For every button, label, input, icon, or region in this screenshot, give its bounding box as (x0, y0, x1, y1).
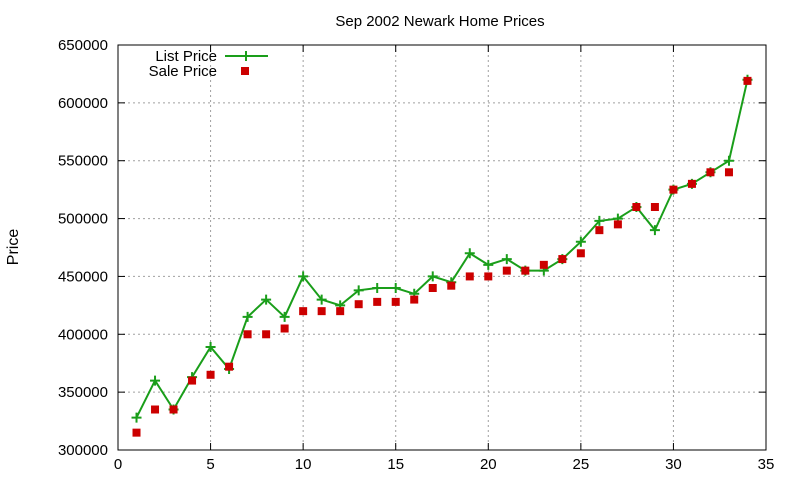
legend-marker-sale-price (241, 67, 249, 75)
list-price-point (353, 285, 364, 296)
series-line-list-price (135, 79, 749, 419)
x-tick-label: 30 (665, 456, 682, 473)
list-price-point (131, 412, 142, 423)
sale-price-point (188, 376, 197, 385)
sale-price-point (428, 284, 437, 292)
list-price-point (649, 225, 660, 236)
sale-price-point (595, 226, 604, 235)
sale-price-point (206, 370, 215, 379)
x-tick-label: 0 (114, 456, 122, 473)
sale-price-point (613, 220, 622, 229)
sale-price-point (299, 307, 308, 316)
list-price-point (723, 155, 734, 166)
list-price-point (427, 271, 438, 282)
plot-frame (117, 44, 767, 451)
list-price-point (205, 342, 216, 353)
list-price-point (242, 311, 253, 322)
series-sale-price (132, 76, 752, 437)
list-price-point (575, 236, 586, 247)
list-price-point (501, 254, 512, 265)
sale-price-point (317, 307, 326, 316)
sale-price-point (724, 168, 733, 177)
sale-price-point (576, 249, 585, 258)
x-tick-label: 25 (573, 456, 590, 473)
x-tick-label: 10 (295, 456, 312, 473)
sale-price-point (151, 405, 160, 414)
axis-ticks: 0 5 10 15 20 25 30 35 300000 350000 400000 450000 50… (58, 37, 774, 473)
series-list-price (131, 74, 753, 423)
list-price-point (316, 294, 327, 305)
sale-price-point (669, 185, 678, 194)
legend-label-sale-price: Sale Price (149, 63, 217, 80)
series-layer (131, 74, 753, 437)
legend-marker-list-price (241, 51, 251, 61)
sale-price-point (632, 203, 641, 211)
sale-price-point (521, 266, 530, 275)
sale-price-point (373, 297, 382, 306)
sale-price-point (502, 266, 511, 275)
list-price-point (298, 271, 309, 282)
y-tick-label: 650000 (58, 37, 108, 54)
list-price-point (261, 294, 272, 305)
y-tick-label: 550000 (58, 153, 108, 170)
x-tick-label: 20 (480, 456, 497, 473)
sale-price-point (447, 281, 456, 290)
sale-price-point (336, 307, 345, 316)
list-price-point (150, 375, 161, 386)
y-tick-label: 400000 (58, 326, 108, 343)
list-price-point (372, 283, 383, 293)
y-tick-label: 450000 (58, 268, 108, 285)
sale-price-point (650, 203, 659, 211)
sale-price-point (391, 297, 400, 306)
legend-label-list-price: List Price (155, 48, 217, 65)
list-price-point (594, 215, 605, 226)
y-tick-label: 500000 (58, 211, 108, 228)
sale-price-point (743, 76, 752, 85)
list-price-point (279, 311, 290, 322)
sale-price-point (484, 272, 493, 281)
x-tick-label: 5 (206, 456, 214, 473)
sale-price-point (243, 330, 252, 339)
list-price-point (390, 283, 401, 293)
list-price-point (483, 259, 494, 270)
grid-lines (118, 45, 766, 450)
y-axis-label: Price (5, 229, 22, 266)
sale-price-point (410, 295, 419, 304)
sale-price-point (280, 324, 289, 333)
x-tick-label: 15 (387, 456, 404, 473)
chart-title: Sep 2002 Newark Home Prices (335, 13, 544, 30)
y-tick-label: 300000 (58, 442, 108, 459)
legend: List Price Sale Price (149, 48, 268, 80)
sale-price-point (706, 168, 715, 177)
sale-price-point (132, 428, 141, 437)
sale-price-point (169, 405, 178, 414)
sale-price-point (687, 179, 696, 188)
sale-price-point (558, 255, 567, 264)
sale-price-point (354, 300, 363, 309)
y-tick-label: 350000 (58, 384, 108, 401)
y-tick-label: 600000 (58, 95, 108, 112)
list-price-point (464, 248, 475, 259)
sale-price-point (465, 272, 474, 281)
sale-price-point (262, 330, 271, 339)
sale-price-point (539, 260, 548, 269)
sale-price-point (225, 362, 234, 371)
x-tick-label: 35 (758, 456, 775, 473)
